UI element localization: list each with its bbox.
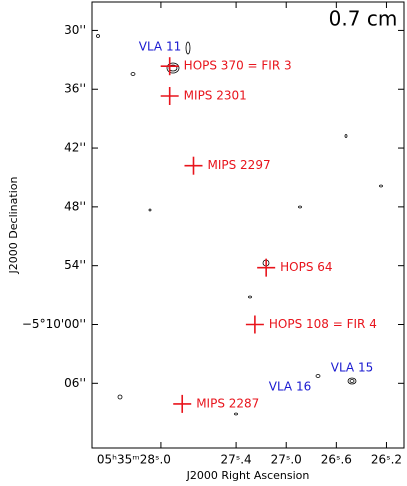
source-label: MIPS 2297 <box>207 158 270 172</box>
source-label: HOPS 108 = FIR 4 <box>269 317 377 331</box>
x-tick-label: 26ˢ.6 <box>321 453 352 467</box>
contours <box>96 34 383 416</box>
y-tick-label: 54'' <box>64 258 86 272</box>
plot-frame <box>91 1 405 449</box>
x-tick-label: 27ˢ.0 <box>271 453 302 467</box>
y-tick-label: 36'' <box>64 82 86 96</box>
source-label: HOPS 370 = FIR 3 <box>184 59 292 73</box>
x-tick-label: 27ˢ.4 <box>220 453 251 467</box>
y-tick-label: 48'' <box>64 199 86 213</box>
y-tick-label: 06'' <box>64 376 86 390</box>
chart-title: 0.7 cm <box>329 7 398 31</box>
y-tick-label: 42'' <box>64 141 86 155</box>
source-label: MIPS 2301 <box>184 89 247 103</box>
annotation: VLA 16 <box>269 380 311 394</box>
annotation: VLA 11 <box>139 40 181 54</box>
x-tick-label: 05ʰ35ᵐ28ˢ.0 <box>97 453 171 467</box>
x-tick-label: 26ˢ.2 <box>371 453 402 467</box>
y-tick-label: 30'' <box>64 23 86 37</box>
y-axis-label: J2000 Declination <box>7 177 20 275</box>
source-label: HOPS 64 <box>280 260 332 274</box>
x-axis-label: J2000 Right Ascension <box>186 469 310 482</box>
annotation: VLA 15 <box>331 361 373 375</box>
source-label: MIPS 2287 <box>196 396 259 410</box>
y-tick-label: −5°10'00'' <box>22 317 86 331</box>
